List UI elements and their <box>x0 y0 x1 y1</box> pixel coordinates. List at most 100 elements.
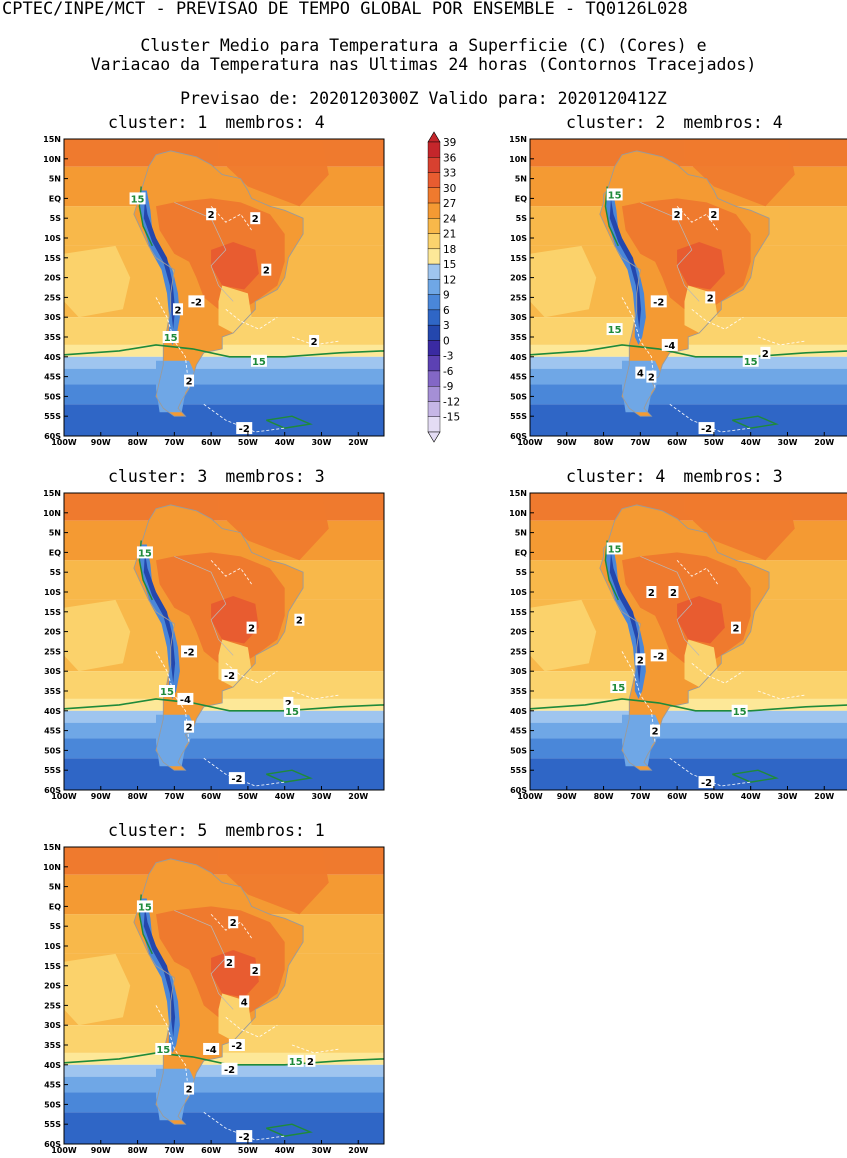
ocean-temperature-band <box>64 368 384 385</box>
contour-label: -2 <box>701 424 712 435</box>
contour-label: 2 <box>648 373 655 384</box>
colorbar-label: 33 <box>443 168 456 180</box>
lat-tick-label: EQ <box>49 902 61 911</box>
map-panel-cluster-1: 15 2 2 2 -2 2 15 15 2 2 -2 15N 10N 5N EQ 5S 10S 15S 20S 25S… <box>43 135 385 447</box>
ocean-temperature-band <box>64 758 384 790</box>
contour-label: 15 <box>285 707 299 718</box>
contour-label-bg <box>206 208 217 221</box>
contour-label: -4 <box>664 341 675 352</box>
patagonia-cool <box>156 1068 197 1121</box>
lon-tick-label: 20W <box>348 792 368 801</box>
contour-label: -2 <box>231 774 242 785</box>
contour-label: 15 <box>131 194 145 205</box>
lat-tick-label: 5S <box>50 922 62 931</box>
contour-label: 2 <box>732 624 739 635</box>
lat-tick-label: 15S <box>44 608 61 617</box>
map-field: 15 2 2 2 -2 2 15 15 2 2 -2 <box>64 139 384 436</box>
lon-tick-label: 90W <box>91 438 111 447</box>
lat-tick-label: 5S <box>50 214 62 223</box>
lat-tick-label: 5N <box>49 175 61 184</box>
lon-tick-label: 60W <box>201 792 221 801</box>
cool-tongue-patch <box>530 599 597 672</box>
contour-label: -2 <box>239 1132 250 1143</box>
warm-atlantic-patch <box>218 847 329 915</box>
contour-label-bg <box>606 188 623 201</box>
contour-label: 2 <box>186 1085 193 1096</box>
lat-tick-label: 40S <box>510 353 527 362</box>
variation-contour <box>210 205 252 231</box>
contour-label: 2 <box>186 723 193 734</box>
cool-tongue-patch <box>64 953 131 1026</box>
contour-label: -2 <box>653 297 664 308</box>
contour-label: -2 <box>701 778 712 789</box>
warm-atlantic-patch <box>218 139 329 207</box>
lon-tick-label: 40W <box>741 792 761 801</box>
contour-label-bg <box>129 192 146 205</box>
lat-tick-label: 25S <box>510 293 527 302</box>
colorbar-swatch <box>427 263 441 280</box>
continent-hot-core <box>211 242 259 290</box>
contour-label: 4 <box>637 369 644 380</box>
contour-label: 2 <box>311 337 318 348</box>
contour-label: -2 <box>191 297 202 308</box>
contour-label-bg <box>188 295 205 308</box>
lat-tick-label: 30S <box>510 667 527 676</box>
country-border <box>174 556 234 656</box>
contour-label-bg <box>221 1062 238 1075</box>
contour-label-bg <box>698 776 715 789</box>
contour-label: -2 <box>231 1041 242 1052</box>
lon-tick-label: 70W <box>164 792 184 801</box>
lon-tick-label: 40W <box>741 438 761 447</box>
lon-tick-label: 80W <box>128 438 148 447</box>
country-border <box>174 910 234 1010</box>
coastline <box>599 504 770 771</box>
contour-label: 15 <box>164 333 178 344</box>
contour-label: -2 <box>224 671 235 682</box>
ocean-temperature-band <box>530 758 847 790</box>
contour-label-bg <box>606 542 623 555</box>
lat-tick-label: 45S <box>44 727 61 736</box>
panel-5-members-count: 1 <box>314 821 325 840</box>
lat-tick-label: 40S <box>44 1061 61 1070</box>
ocean-temperature-band <box>530 722 847 739</box>
contour-label-bg <box>294 613 305 626</box>
colorbar-swatch <box>427 172 441 188</box>
contour-label: 2 <box>248 624 255 635</box>
contour-label: 2 <box>707 293 714 304</box>
subtitle-line-1: Cluster Medio para Temperatura a Superfi… <box>140 36 707 55</box>
contour-label: 2 <box>263 266 270 277</box>
lon-tick-label: 30W <box>311 438 331 447</box>
variation-contour <box>757 336 806 346</box>
lat-tick-label: 10S <box>510 234 527 243</box>
lon-tick-label: 50W <box>704 792 724 801</box>
variation-contour <box>291 1044 340 1054</box>
contour-label: 2 <box>252 966 259 977</box>
lat-tick-label: 60S <box>44 1140 61 1149</box>
plot-frame <box>63 846 385 1145</box>
continent-hot-core <box>677 596 725 644</box>
lat-tick-label: 35S <box>510 687 527 696</box>
lat-tick-label: 55S <box>510 412 527 421</box>
colorbar-label: -3 <box>443 351 453 363</box>
plot-frame <box>63 492 385 791</box>
panel-4-title: cluster: 4 membros: 3 <box>566 467 783 486</box>
cool-tongue-patch <box>64 245 131 318</box>
panel-4-members-count: 3 <box>772 467 783 486</box>
contour-label-bg <box>261 263 272 276</box>
lon-tick-label: 80W <box>594 438 614 447</box>
contour-label: 2 <box>307 1057 314 1068</box>
lat-tick-label: 20S <box>510 274 527 283</box>
lat-tick-label: 60S <box>510 786 527 795</box>
lat-tick-label: 10N <box>43 155 61 164</box>
panel-1-title: cluster: 1 membros: 4 <box>108 113 325 132</box>
contour-label-bg <box>228 1039 245 1051</box>
contour-label: 15 <box>611 683 625 694</box>
colorbar-swatch <box>427 309 441 326</box>
contour-label-bg <box>236 1130 253 1143</box>
ocean-temperature-band <box>64 404 384 436</box>
contour-label-bg <box>158 685 175 697</box>
lat-tick-label: 30S <box>44 1021 61 1030</box>
panel-5-cluster-number: 5 <box>197 821 208 840</box>
